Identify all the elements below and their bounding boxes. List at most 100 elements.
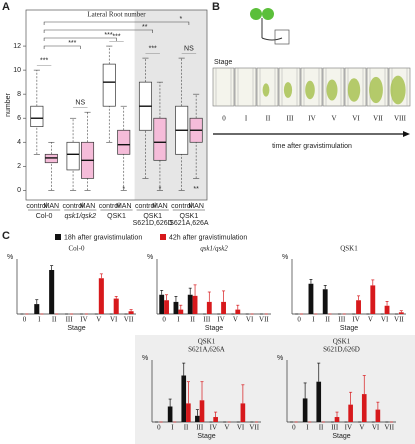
primordium	[347, 78, 361, 102]
x-tick-label: VI	[372, 424, 380, 432]
primordium	[305, 80, 315, 100]
root-outline	[215, 68, 232, 106]
bar	[375, 409, 381, 422]
x-category-label: control	[26, 203, 47, 210]
x-tick-label: I	[171, 424, 174, 432]
bar	[334, 417, 340, 422]
x-tick-label: II	[325, 316, 330, 324]
x-tick-label: I	[38, 316, 41, 324]
bar	[167, 406, 173, 422]
comparison-label: ***	[104, 32, 112, 39]
bar	[384, 305, 390, 314]
stage-label: 0	[222, 115, 226, 123]
legend-label: 42h after gravistimulation	[169, 234, 247, 241]
panel-label: C	[2, 230, 10, 242]
chart-title: qsk1/qsk2	[200, 245, 228, 253]
x-tick-label: 0	[292, 424, 296, 432]
x-tick-label: I	[177, 316, 180, 324]
x-category-label: control	[135, 203, 156, 210]
x-tick-label: VI	[381, 316, 389, 324]
group-label: QSK1	[180, 213, 199, 220]
comparison-label: ***	[68, 40, 76, 47]
y-axis-label: %	[142, 355, 148, 362]
x-tick-label: VII	[124, 316, 134, 324]
root-outline	[237, 68, 254, 106]
x-tick-label: 0	[157, 424, 161, 432]
low-significance: *	[122, 186, 125, 193]
arrow-head	[403, 131, 410, 137]
pair-significance: ***	[40, 57, 48, 64]
chart-title: QSK1	[198, 338, 216, 346]
seedling-icon	[250, 8, 290, 45]
x-tick-label: I	[312, 316, 315, 324]
chart-title: QSK1	[340, 245, 358, 253]
bar	[398, 312, 404, 314]
y-axis-label: %	[147, 254, 153, 261]
y-tick-label: 2	[17, 163, 21, 170]
bar	[186, 403, 191, 422]
chart-title: S621A,626A	[188, 346, 225, 354]
y-tick-label: 4	[17, 139, 21, 146]
bar	[128, 311, 134, 314]
stage-label: VII	[373, 115, 383, 123]
comparison-bracket	[43, 21, 190, 25]
y-tick-label: 12	[13, 43, 21, 50]
x-tick-label: VII	[394, 316, 404, 324]
bar	[356, 300, 361, 314]
chart-title: S621D,626D	[323, 346, 360, 354]
legend-swatch	[160, 234, 166, 240]
bar	[159, 294, 165, 314]
x-tick-label: V	[368, 316, 373, 324]
x-tick-label: IV	[352, 316, 359, 324]
x-tick-label: III	[331, 424, 339, 432]
x-tick-label: VII	[249, 424, 259, 432]
bar	[308, 283, 314, 314]
root-outline	[281, 68, 298, 106]
pair-significance: NS	[75, 99, 85, 106]
pair-significance: ***	[112, 33, 120, 40]
bar	[199, 400, 205, 422]
group-label: S621A,626A	[169, 220, 209, 227]
x-tick-label: II	[184, 424, 189, 432]
y-tick-label: 10	[13, 67, 21, 74]
x-category-label: MAN	[152, 203, 168, 210]
panel-label: B	[212, 1, 220, 13]
box	[66, 141, 80, 171]
x-tick-label: II	[319, 424, 324, 432]
bar	[213, 417, 218, 422]
group-label: S621D,626D	[133, 220, 173, 227]
comparison-label: *	[180, 16, 183, 23]
x-tick-label: II	[190, 316, 195, 324]
comparison-label: **	[142, 24, 148, 31]
bar	[98, 278, 104, 314]
bar	[322, 289, 328, 314]
primordium	[283, 82, 293, 98]
group-label: Col-0	[36, 213, 53, 220]
bar	[206, 301, 212, 314]
chart-title: QSK1	[333, 338, 351, 346]
root-outline	[259, 68, 276, 106]
bar	[240, 403, 246, 422]
panel-label: A	[2, 1, 10, 13]
x-tick-label: IV	[217, 316, 224, 324]
x-tick-label: III	[338, 316, 346, 324]
x-axis-label: Stage	[205, 325, 223, 332]
pair-significance: NS	[184, 45, 194, 52]
x-axis-label: Stage	[67, 325, 85, 332]
bar	[348, 404, 353, 422]
bar	[235, 309, 241, 314]
diagram-caption: time after gravistimulation	[272, 143, 352, 150]
low-significance: *	[159, 186, 162, 193]
plot-frame	[25, 9, 208, 201]
x-category-label: control	[171, 203, 192, 210]
box	[30, 105, 44, 127]
x-tick-label: III	[203, 316, 211, 324]
bar	[181, 375, 187, 422]
stage-label: V	[331, 115, 336, 123]
x-tick-label: 0	[162, 316, 166, 324]
group-label: QSK1	[143, 213, 162, 220]
group-label: qsk1/qsk2	[65, 213, 97, 220]
stage-label: III	[287, 115, 295, 123]
bar	[221, 301, 226, 314]
